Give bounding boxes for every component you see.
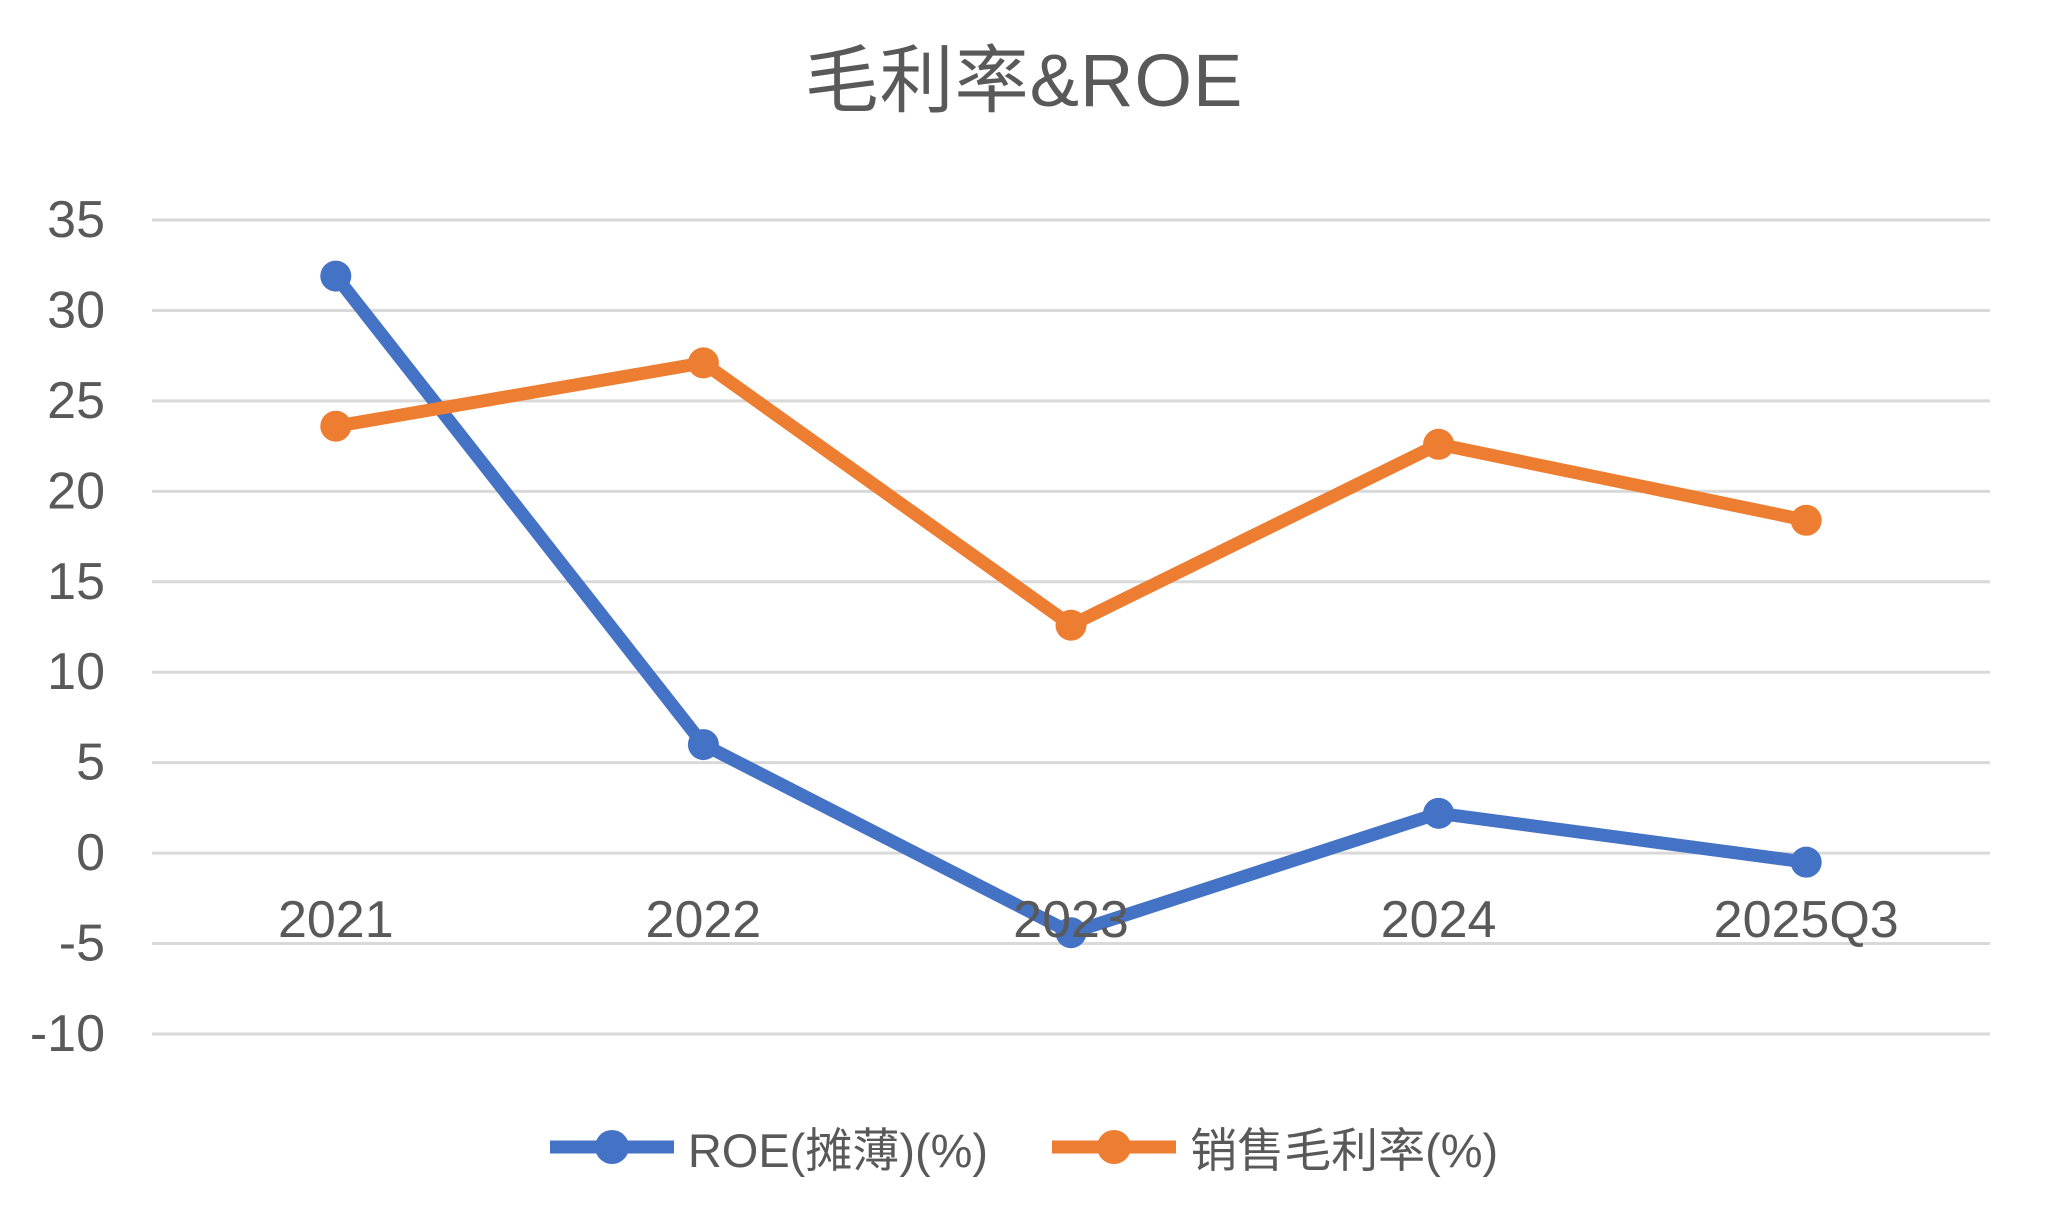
data-point-marker-series-1	[687, 347, 719, 379]
y-axis-tick-label: -10	[30, 1005, 105, 1063]
y-axis-tick-label: 30	[47, 281, 105, 339]
data-point-marker-series-0	[687, 729, 719, 761]
chart-title: 毛利率&ROE	[804, 39, 1244, 122]
data-point-marker-series-1	[1790, 504, 1822, 536]
data-point-marker-series-0	[1790, 846, 1822, 878]
series-line-0	[329, 269, 1813, 940]
data-point-marker-series-0	[1055, 917, 1087, 949]
legend-item-roe: ROE(摊薄)(%)	[549, 1112, 989, 1181]
y-axis-tick-label: 10	[47, 643, 105, 701]
y-axis-tick-label: 35	[47, 191, 105, 249]
x-axis-tick-label: 2021	[278, 891, 394, 949]
legend-swatch-marker	[594, 1129, 629, 1164]
y-axis-tick-label: 20	[47, 462, 105, 520]
x-axis-tick-label: 2023	[1013, 891, 1129, 949]
chart-legend: ROE(摊薄)(%) 销售毛利率(%)	[0, 1112, 2048, 1181]
y-axis-tick-label: 15	[47, 553, 105, 611]
x-axis-tick-label: 2025Q3	[1714, 891, 1899, 949]
legend-item-gross-margin: 销售毛利率(%)	[1052, 1112, 1498, 1181]
data-point-marker-series-1	[1423, 428, 1455, 460]
y-axis-tick-label: 25	[47, 372, 105, 430]
y-axis-tick-label: -5	[59, 915, 105, 973]
x-axis-tick-label: 2024	[1381, 891, 1497, 949]
data-point-marker-series-1	[320, 410, 352, 442]
legend-label-roe: ROE(摊薄)(%)	[687, 1124, 989, 1177]
data-point-marker-series-0	[1423, 797, 1455, 829]
data-point-marker-series-0	[320, 260, 352, 292]
y-axis-tick-label: 5	[76, 734, 105, 792]
data-point-marker-series-1	[1055, 609, 1087, 641]
legend-swatch-gross-margin-icon	[1052, 1129, 1177, 1164]
legend-swatch-marker	[1097, 1129, 1132, 1164]
legend-swatch-roe-icon	[549, 1129, 674, 1164]
y-axis-tick-label: 0	[76, 824, 105, 882]
legend-label-gross-margin: 销售毛利率(%)	[1190, 1124, 1499, 1177]
x-axis-tick-label: 2022	[646, 891, 762, 949]
